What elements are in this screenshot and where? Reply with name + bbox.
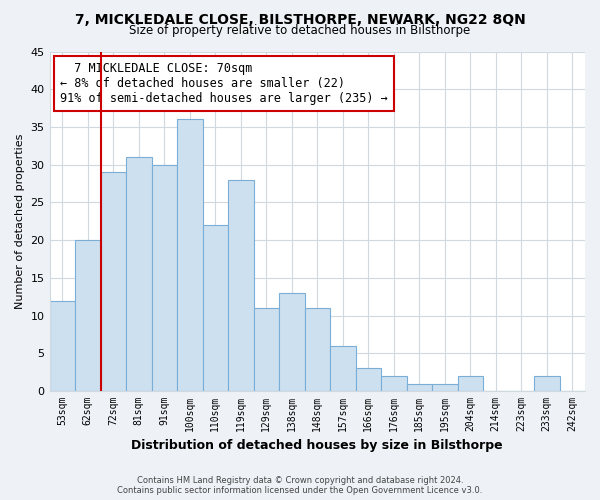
Y-axis label: Number of detached properties: Number of detached properties bbox=[15, 134, 25, 309]
Bar bbox=[407, 384, 432, 391]
Text: 7, MICKLEDALE CLOSE, BILSTHORPE, NEWARK, NG22 8QN: 7, MICKLEDALE CLOSE, BILSTHORPE, NEWARK,… bbox=[74, 12, 526, 26]
Bar bbox=[177, 120, 203, 391]
Text: 7 MICKLEDALE CLOSE: 70sqm
← 8% of detached houses are smaller (22)
91% of semi-d: 7 MICKLEDALE CLOSE: 70sqm ← 8% of detach… bbox=[60, 62, 388, 104]
Bar bbox=[203, 225, 228, 391]
Bar bbox=[458, 376, 483, 391]
Text: Size of property relative to detached houses in Bilsthorpe: Size of property relative to detached ho… bbox=[130, 24, 470, 37]
Bar bbox=[101, 172, 126, 391]
Bar bbox=[254, 308, 279, 391]
X-axis label: Distribution of detached houses by size in Bilsthorpe: Distribution of detached houses by size … bbox=[131, 440, 503, 452]
Bar bbox=[381, 376, 407, 391]
Bar bbox=[75, 240, 101, 391]
Bar bbox=[152, 164, 177, 391]
Bar bbox=[534, 376, 560, 391]
Bar bbox=[126, 157, 152, 391]
Bar bbox=[279, 293, 305, 391]
Bar bbox=[432, 384, 458, 391]
Bar bbox=[330, 346, 356, 391]
Bar bbox=[228, 180, 254, 391]
Text: Contains HM Land Registry data © Crown copyright and database right 2024.
Contai: Contains HM Land Registry data © Crown c… bbox=[118, 476, 482, 495]
Bar bbox=[305, 308, 330, 391]
Bar bbox=[356, 368, 381, 391]
Bar bbox=[50, 300, 75, 391]
